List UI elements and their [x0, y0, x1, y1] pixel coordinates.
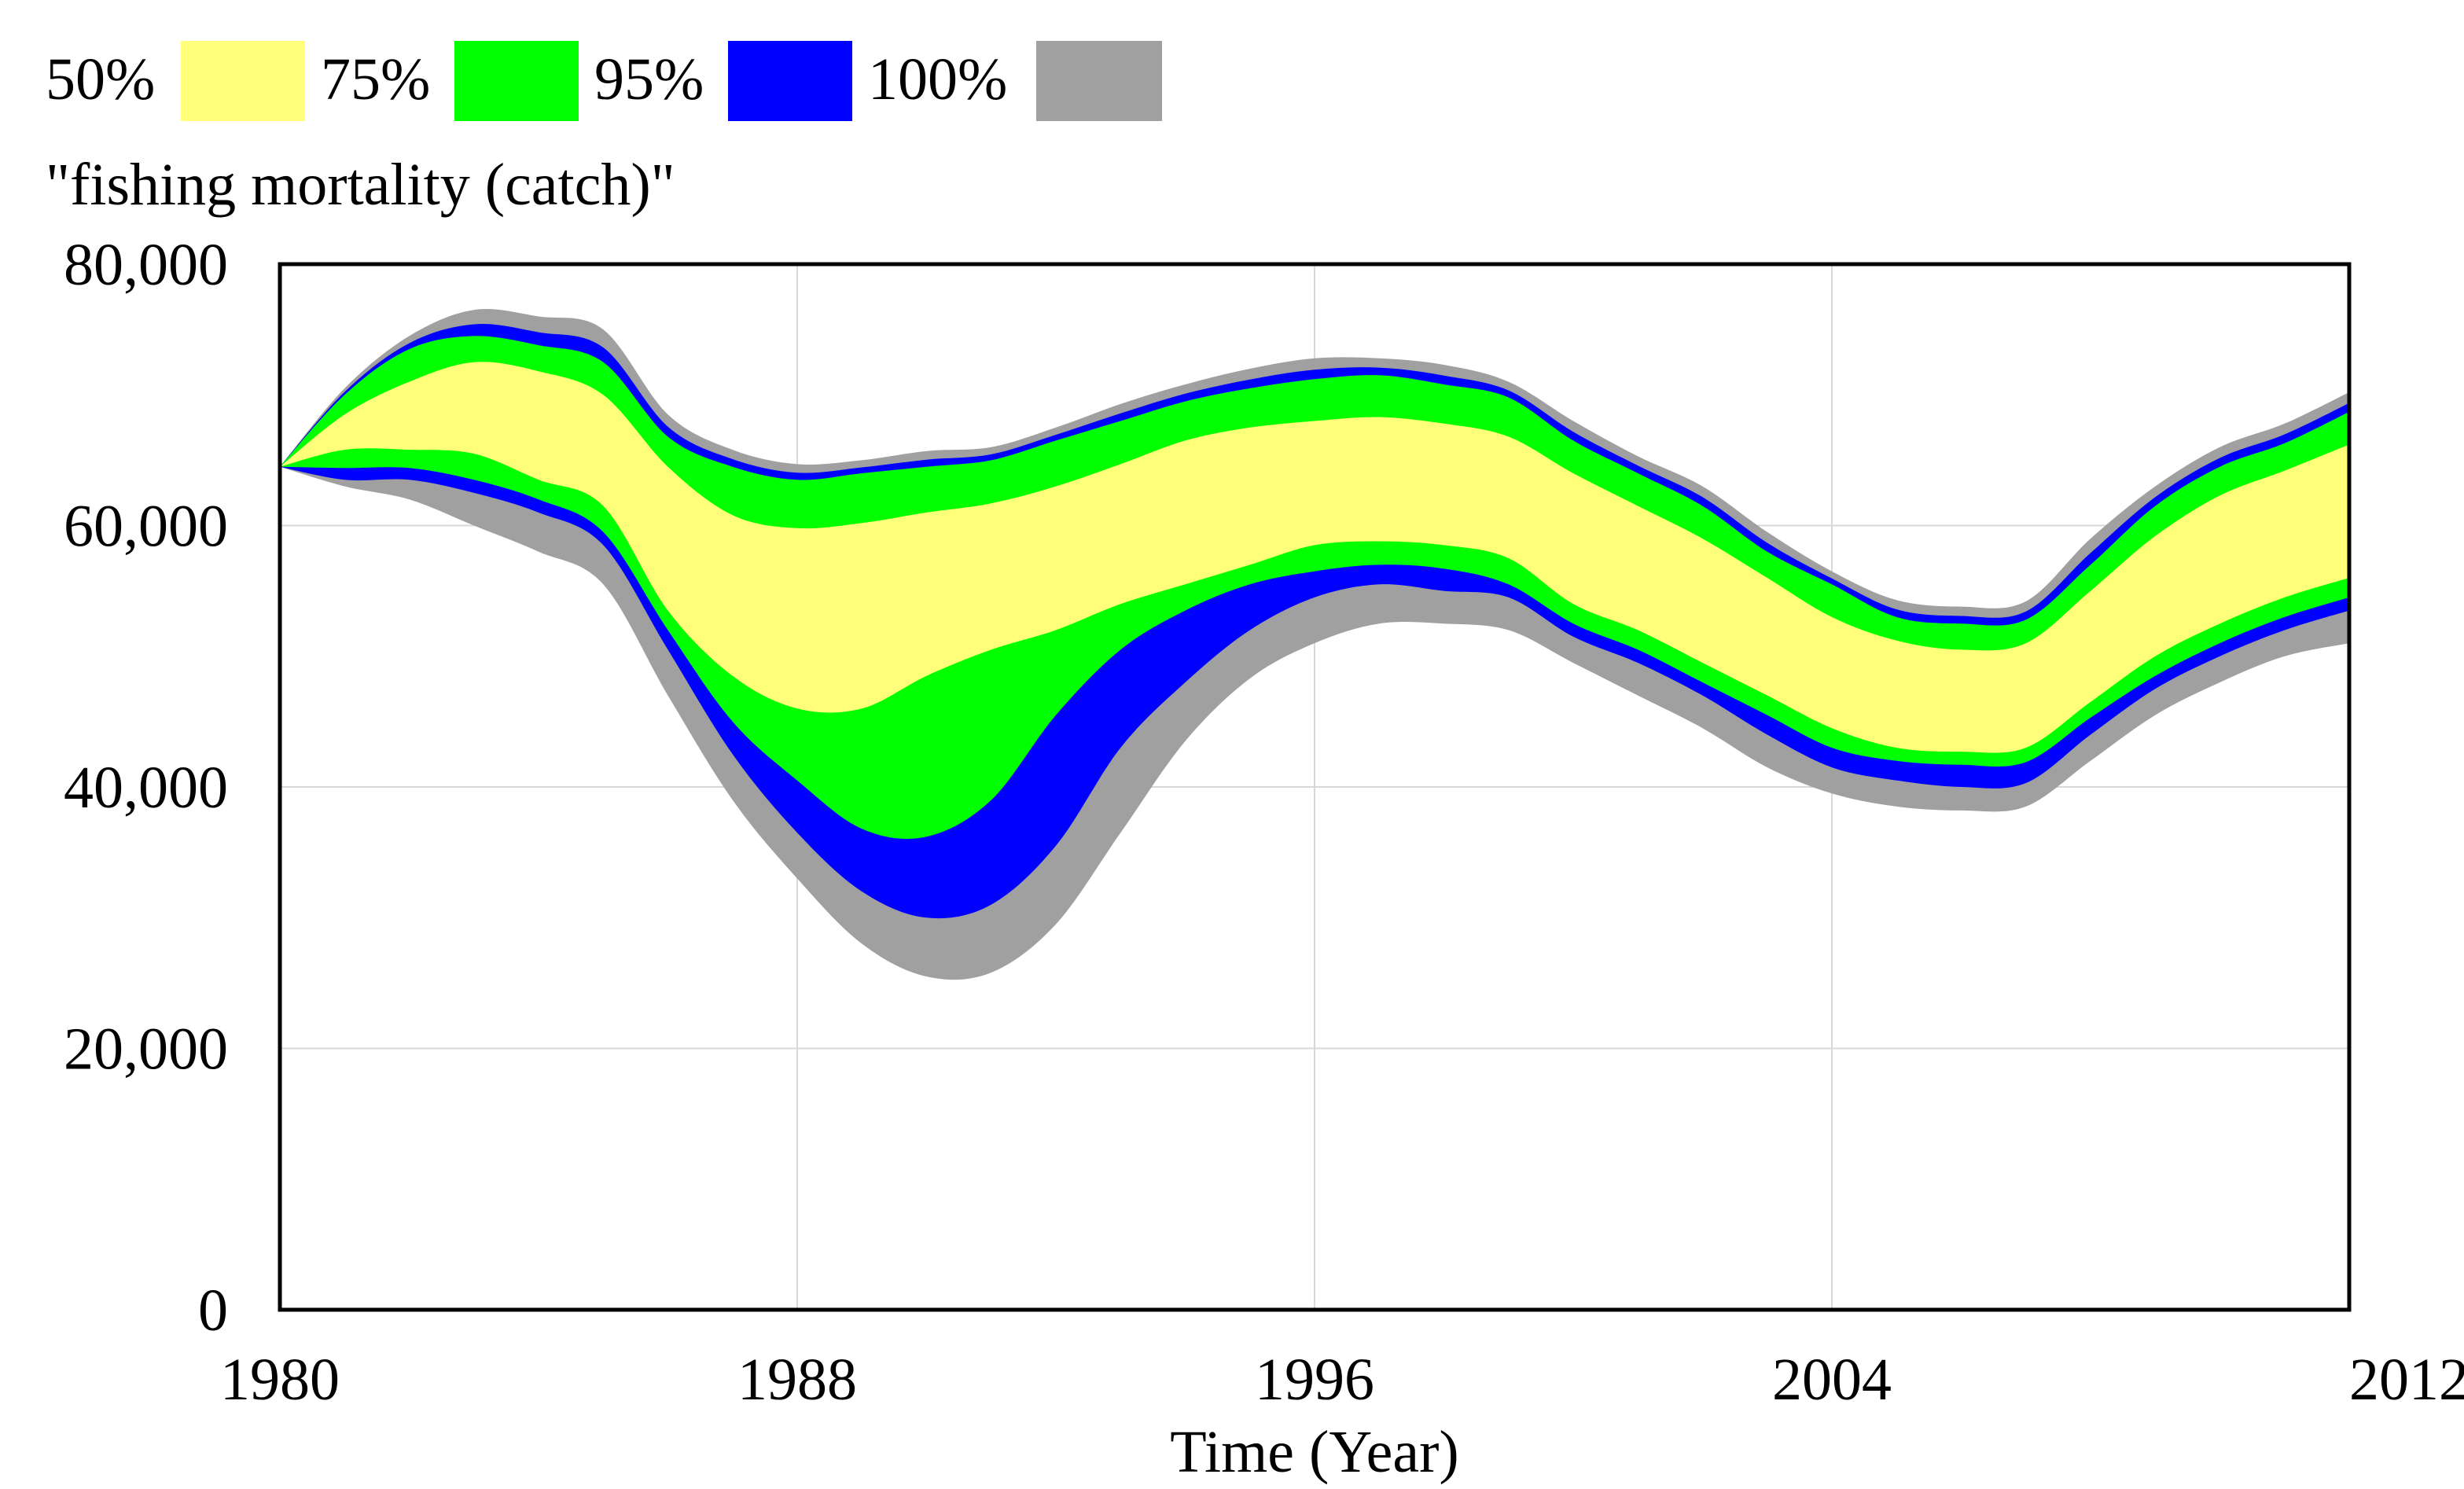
legend-swatch-50	[181, 41, 305, 121]
confidence-bands	[280, 309, 2349, 980]
y-tick-label-2: 40,000	[64, 755, 228, 821]
x-tick-label-2: 1996	[1255, 1347, 1374, 1413]
x-tick-label-1: 1988	[737, 1347, 857, 1413]
legend-label-100: 100%	[868, 46, 1007, 112]
legend-swatch-100	[1036, 41, 1162, 121]
x-tick-label-0: 1980	[220, 1347, 340, 1413]
y-tick-label-0: 0	[198, 1278, 228, 1344]
x-axis-label: Time (Year)	[1170, 1419, 1458, 1485]
chart-title: "fishing mortality (catch)"	[46, 152, 675, 218]
y-axis-ticks: 0 20,000 40,000 60,000 80,000	[64, 232, 228, 1344]
y-tick-label-4: 80,000	[64, 232, 228, 298]
y-tick-label-1: 20,000	[64, 1017, 228, 1083]
x-axis-ticks: 1980 1988 1996 2004 2012	[220, 1347, 2464, 1413]
y-tick-label-3: 60,000	[64, 494, 228, 560]
band-50	[280, 362, 2349, 753]
plot-frame	[278, 262, 2352, 1312]
legend-swatch-75	[454, 41, 579, 121]
legend-swatch-95	[728, 41, 852, 121]
legend: 50% 75% 95% 100%	[46, 41, 1162, 121]
legend-label-50: 50%	[46, 46, 155, 112]
legend-label-95: 95%	[594, 46, 704, 112]
x-tick-label-3: 2004	[1772, 1347, 1892, 1413]
legend-label-75: 75%	[321, 46, 430, 112]
x-tick-label-4: 2012	[2349, 1347, 2464, 1413]
